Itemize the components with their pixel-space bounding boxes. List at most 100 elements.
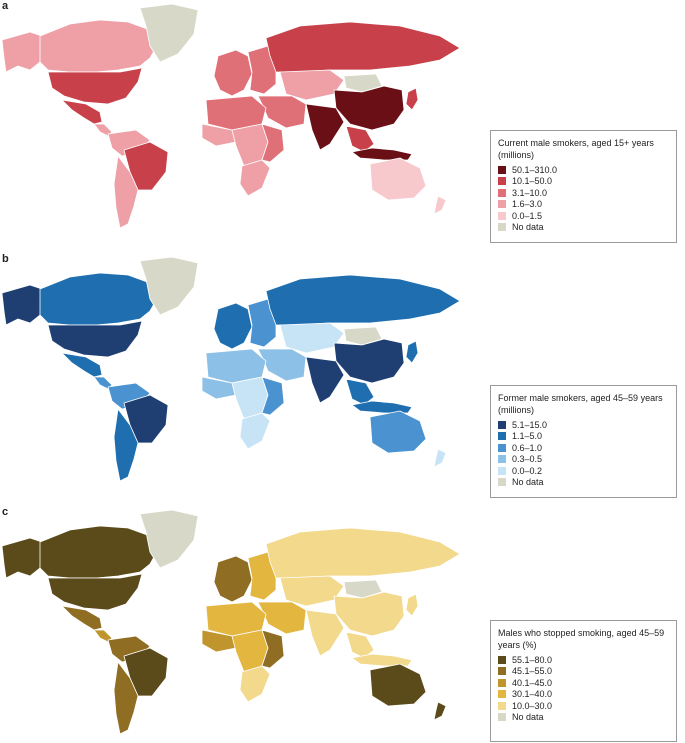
country-region-new-zealand — [433, 448, 447, 468]
panel-c: c Males who stopped smoking, aged 45–59 … — [0, 506, 685, 743]
legend-label: 10.1–50.0 — [512, 176, 553, 187]
country-region-greenland — [139, 509, 199, 569]
legend-label: 0.0–0.2 — [512, 465, 543, 476]
legend-swatch — [498, 713, 506, 722]
legend-label: 55.1–80.0 — [512, 654, 553, 665]
country-region-southeast-asia — [345, 125, 375, 153]
legend-swatch — [498, 701, 506, 710]
legend-item: 0.6–1.0 — [498, 442, 669, 454]
panel-b: b Former male smokers, aged 45–59 years … — [0, 253, 685, 501]
country-region-mexico — [61, 605, 103, 631]
country-region-usa — [47, 573, 143, 611]
country-region-europe-west — [213, 555, 253, 603]
country-region-southeast-asia — [345, 378, 375, 406]
legend-swatch — [498, 188, 506, 197]
legend-item: 55.1–80.0 — [498, 654, 669, 666]
country-region-russia — [265, 21, 461, 73]
legend-item: 10.1–50.0 — [498, 176, 669, 188]
country-region-russia — [265, 527, 461, 579]
country-region-alaska — [1, 537, 43, 579]
legend-swatch — [498, 200, 506, 209]
country-region-india — [305, 103, 345, 151]
country-region-australia — [369, 410, 427, 454]
country-region-greenland — [139, 256, 199, 316]
legend-item: 0.0–0.2 — [498, 465, 669, 477]
country-region-usa — [47, 67, 143, 105]
country-region-greenland — [139, 3, 199, 63]
legend-swatch — [498, 432, 506, 441]
country-region-indonesia — [351, 147, 413, 161]
country-region-china — [333, 85, 405, 131]
country-region-west-africa — [201, 629, 237, 653]
country-region-india — [305, 609, 345, 657]
country-region-indonesia — [351, 400, 413, 414]
panel-letter: c — [2, 506, 9, 518]
country-region-new-zealand — [433, 701, 447, 721]
country-region-central-asia — [279, 575, 345, 607]
country-region-south-america-south — [113, 155, 139, 229]
legend-title: Former male smokers, aged 45–59 years (m… — [498, 393, 663, 415]
country-region-india — [305, 356, 345, 404]
country-region-china — [333, 591, 405, 637]
legend-label: 30.1–40.0 — [512, 689, 553, 700]
country-region-canada — [39, 19, 159, 73]
legend-label: No data — [512, 477, 544, 488]
panel-letter: a — [2, 0, 9, 12]
panel-letter: b — [2, 253, 9, 265]
country-region-east-africa — [261, 376, 285, 416]
country-region-new-zealand — [433, 195, 447, 215]
legend-swatch — [498, 177, 506, 186]
legend-label: 1.1–5.0 — [512, 431, 543, 442]
legend-item: 50.1–310.0 — [498, 164, 669, 176]
panel-a: a Current male smokers, aged 15+ years (… — [0, 0, 685, 248]
country-region-alaska — [1, 284, 43, 326]
legend-title: Current male smokers, aged 15+ years (mi… — [498, 138, 654, 160]
legend-swatch — [498, 690, 506, 699]
country-region-alaska — [1, 31, 43, 73]
country-region-west-africa — [201, 376, 237, 400]
country-region-japan — [405, 87, 419, 111]
legend-item: 0.3–0.5 — [498, 454, 669, 466]
country-region-mexico — [61, 99, 103, 125]
country-region-southern-africa — [239, 412, 271, 450]
country-region-east-africa — [261, 123, 285, 163]
legend-swatch — [498, 678, 506, 687]
legend-label: 50.1–310.0 — [512, 164, 558, 175]
legend-swatch — [498, 165, 506, 174]
legend-label: No data — [512, 222, 544, 233]
country-region-south-america-south — [113, 661, 139, 735]
legend-item: No data — [498, 222, 669, 234]
country-region-central-asia — [279, 69, 345, 101]
country-region-mexico — [61, 352, 103, 378]
country-region-canada — [39, 525, 159, 579]
legend-swatch — [498, 478, 506, 487]
legend-item: 5.1–15.0 — [498, 419, 669, 431]
country-region-europe-west — [213, 49, 253, 97]
legend-swatch — [498, 211, 506, 220]
legend-item: No data — [498, 477, 669, 489]
legend-label: 0.6–1.0 — [512, 442, 543, 453]
legend-label: 40.1–45.0 — [512, 677, 553, 688]
legend-label: 10.0–30.0 — [512, 700, 553, 711]
country-region-russia — [265, 274, 461, 326]
country-region-east-africa — [261, 629, 285, 669]
country-region-australia — [369, 663, 427, 707]
country-region-europe-west — [213, 302, 253, 350]
country-region-south-america-south — [113, 408, 139, 482]
legend-swatch — [498, 466, 506, 475]
legend: Males who stopped smoking, aged 45–59 ye… — [490, 620, 677, 742]
country-region-southern-africa — [239, 665, 271, 703]
legend-item: 1.6–3.0 — [498, 199, 669, 211]
country-region-west-africa — [201, 123, 237, 147]
legend-label: No data — [512, 712, 544, 723]
country-region-indonesia — [351, 653, 413, 667]
country-region-china — [333, 338, 405, 384]
legend-label: 0.0–1.5 — [512, 210, 543, 221]
legend-label: 1.6–3.0 — [512, 199, 543, 210]
legend-swatch — [498, 223, 506, 232]
country-region-usa — [47, 320, 143, 358]
country-region-central-asia — [279, 322, 345, 354]
legend-swatch — [498, 443, 506, 452]
world-map — [1, 256, 461, 482]
country-region-southern-africa — [239, 159, 271, 197]
